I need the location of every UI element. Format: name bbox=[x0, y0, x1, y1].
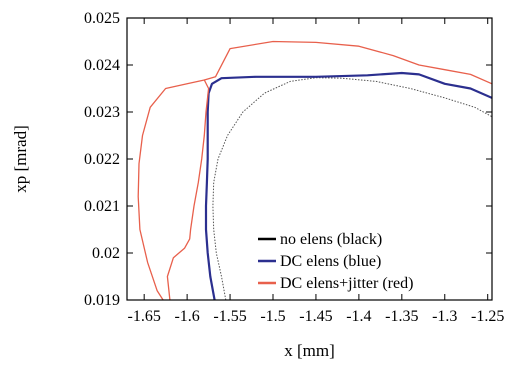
x-tick-label: -1.3 bbox=[432, 308, 457, 325]
y-tick-label: 0.023 bbox=[84, 104, 120, 121]
series-layer bbox=[137, 40, 492, 300]
legend: no elens (black) DC elens (blue) DC elens+… bbox=[258, 231, 413, 292]
legend-label: no elens (black) bbox=[280, 231, 382, 248]
x-tick-label: -1.25 bbox=[471, 308, 504, 325]
x-tick-label: -1.6 bbox=[174, 308, 199, 325]
x-tick-label: -1.45 bbox=[299, 308, 332, 325]
ticks-layer: -1.65 -1.6 -1.55 -1.5 -1.45 -1.4 -1.35 -1.3 -1.2… bbox=[84, 10, 504, 325]
y-tick-label: 0.019 bbox=[84, 292, 120, 309]
series-line-0 bbox=[212, 77, 492, 300]
x-tick-label: -1.5 bbox=[260, 308, 285, 325]
x-axis-title: x [mm] bbox=[284, 341, 335, 360]
legend-label: DC elens (blue) bbox=[280, 253, 381, 270]
y-tick-label: 0.025 bbox=[84, 10, 120, 27]
series-line-2 bbox=[166, 40, 492, 300]
x-tick-label: -1.35 bbox=[385, 308, 418, 325]
x-tick-label: -1.4 bbox=[346, 308, 371, 325]
series-line-1 bbox=[204, 71, 492, 300]
x-tick-label: -1.55 bbox=[213, 308, 246, 325]
y-tick-label: 0.024 bbox=[84, 57, 120, 74]
legend-label: DC elens+jitter (red) bbox=[280, 275, 413, 292]
y-tick-label: 0.02 bbox=[92, 245, 120, 262]
y-tick-label: 0.022 bbox=[84, 151, 120, 168]
y-axis-title: xp [mrad] bbox=[11, 125, 30, 193]
y-tick-label: 0.021 bbox=[84, 198, 120, 215]
x-tick-label: -1.65 bbox=[128, 308, 161, 325]
series-line-3 bbox=[137, 79, 205, 300]
